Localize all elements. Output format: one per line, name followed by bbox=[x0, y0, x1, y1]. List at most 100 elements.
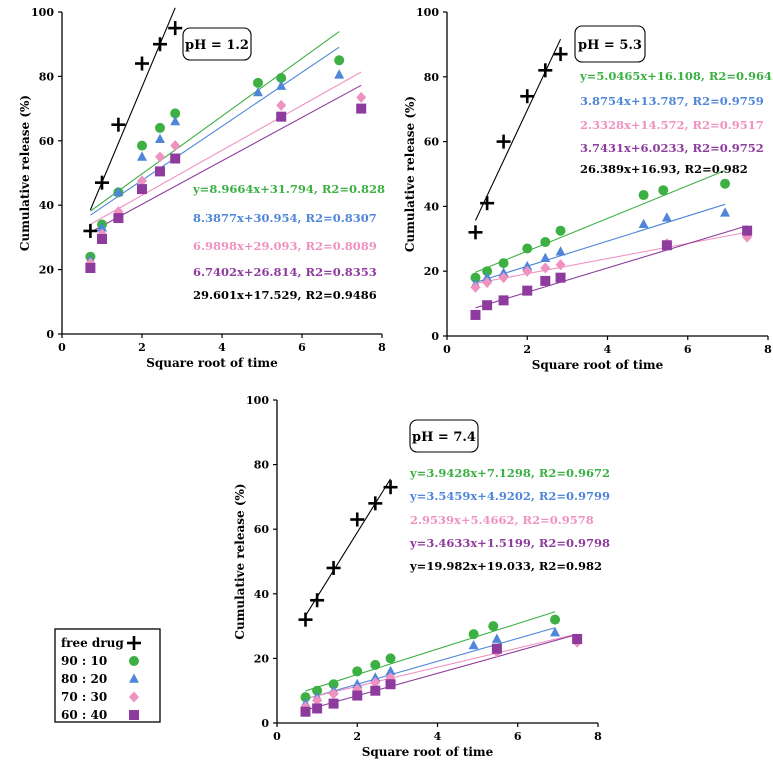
data-point bbox=[470, 309, 481, 320]
data-point bbox=[253, 87, 263, 97]
regression-equation-r70_30: 2.3328x+14.572, R2=0.9517 bbox=[580, 118, 764, 132]
fit-line-r90_10 bbox=[305, 611, 556, 692]
data-point bbox=[498, 272, 509, 284]
series-r70_30 bbox=[470, 231, 753, 293]
data-point bbox=[113, 186, 124, 197]
y-tick-label: 20 bbox=[39, 264, 55, 277]
x-tick-label: 4 bbox=[218, 341, 226, 354]
x-axis-title: Square root of time bbox=[146, 356, 278, 370]
x-tick-label: 6 bbox=[684, 343, 692, 356]
y-tick-label: 20 bbox=[254, 652, 270, 665]
regression-equation-r80_20: y=3.5459x+4.9202, R2=0.9799 bbox=[409, 489, 610, 503]
series-r60_40 bbox=[300, 634, 583, 717]
x-tick-label: 2 bbox=[138, 341, 146, 354]
data-point bbox=[334, 69, 345, 79]
series-free_drug bbox=[298, 480, 398, 627]
fit-line-r80_20 bbox=[90, 46, 340, 216]
data-point bbox=[85, 262, 96, 273]
data-point bbox=[155, 166, 165, 177]
data-point bbox=[720, 178, 731, 189]
y-tick-label: 80 bbox=[424, 71, 440, 84]
fit-line-r90_10 bbox=[90, 31, 340, 212]
data-point bbox=[638, 218, 649, 229]
regression-equation-free_drug: 29.601x+17.529, R2=0.9486 bbox=[193, 288, 377, 302]
data-point bbox=[97, 222, 107, 232]
data-point bbox=[742, 225, 753, 236]
data-point bbox=[540, 262, 551, 274]
fit-line-r80_20 bbox=[305, 627, 556, 700]
x-tick-label: 6 bbox=[298, 341, 306, 354]
ph-box bbox=[574, 25, 646, 63]
x-tick-label: 4 bbox=[604, 343, 612, 356]
data-point bbox=[491, 643, 502, 654]
series-free_drug bbox=[83, 21, 183, 238]
data-point bbox=[468, 225, 483, 240]
y-tick-label: 20 bbox=[424, 265, 440, 278]
fit-line-r90_10 bbox=[475, 169, 726, 273]
data-point bbox=[491, 633, 502, 643]
legend-marker-r90_10 bbox=[129, 656, 139, 666]
chart-title: pH = 7.4 bbox=[412, 430, 476, 445]
legend-label-r80_20: 80 : 20 bbox=[61, 672, 107, 686]
x-axis-title: Square root of time bbox=[362, 745, 494, 759]
data-point bbox=[720, 207, 731, 217]
data-point bbox=[328, 679, 339, 690]
fit-line-r60_40 bbox=[90, 84, 362, 233]
data-point bbox=[520, 89, 535, 104]
chart-title: pH = 5.3 bbox=[578, 38, 642, 53]
data-point bbox=[155, 133, 165, 143]
data-point bbox=[137, 184, 147, 195]
data-point bbox=[155, 151, 165, 163]
data-point bbox=[383, 480, 398, 495]
series-r90_10 bbox=[85, 55, 345, 262]
x-tick-label: 6 bbox=[514, 730, 522, 743]
chart-title: pH = 1.2 bbox=[185, 38, 249, 53]
ph-label-box: pH = 7.4 bbox=[409, 419, 479, 453]
data-point bbox=[385, 653, 396, 664]
y-tick-label: 60 bbox=[254, 523, 270, 536]
regression-equation-free_drug: y=19.982x+19.033, R2=0.982 bbox=[409, 559, 602, 573]
data-point bbox=[352, 678, 363, 689]
data-point bbox=[482, 266, 493, 277]
data-point bbox=[540, 275, 551, 286]
data-point bbox=[522, 243, 533, 254]
data-point bbox=[482, 277, 493, 289]
data-point bbox=[170, 153, 181, 164]
data-point bbox=[352, 666, 363, 677]
data-point bbox=[385, 679, 396, 690]
x-tick-label: 8 bbox=[764, 343, 772, 356]
data-point bbox=[468, 629, 479, 640]
x-tick-label: 2 bbox=[353, 730, 361, 743]
regression-equation-r60_40: 3.7431x+6.0233, R2=0.9752 bbox=[580, 141, 764, 155]
data-point bbox=[168, 21, 183, 36]
data-point bbox=[312, 694, 323, 706]
regression-equation-free_drug: 26.389x+16.93, R2=0.982 bbox=[580, 162, 748, 176]
data-point bbox=[498, 258, 509, 269]
data-point bbox=[555, 272, 566, 283]
regression-equation-r70_30: 6.9898x+29.093, R2=0.8089 bbox=[193, 239, 377, 253]
data-point bbox=[522, 265, 533, 277]
series-r60_40 bbox=[85, 103, 367, 273]
x-tick-label: 0 bbox=[58, 341, 66, 354]
series-r80_20 bbox=[470, 207, 731, 288]
data-point bbox=[276, 111, 287, 122]
data-point bbox=[498, 295, 509, 306]
data-point bbox=[328, 688, 339, 700]
series-r60_40 bbox=[470, 225, 753, 320]
data-point bbox=[83, 223, 98, 238]
data-point bbox=[356, 91, 367, 103]
y-tick-label: 100 bbox=[246, 394, 269, 407]
y-tick-label: 40 bbox=[424, 200, 440, 213]
data-point bbox=[170, 115, 181, 126]
legend-marker-r80_20 bbox=[129, 673, 139, 683]
y-tick-label: 100 bbox=[31, 6, 54, 19]
series-free_drug bbox=[468, 47, 568, 240]
y-tick-label: 60 bbox=[424, 136, 440, 149]
fit-line-free_drug bbox=[474, 38, 562, 221]
data-point bbox=[638, 190, 649, 201]
data-point bbox=[170, 108, 181, 119]
regression-equation-r80_20: 3.8754x+13.787, R2=0.9759 bbox=[580, 94, 764, 108]
legend-label-r90_10: 90 : 10 bbox=[61, 654, 107, 668]
y-axis-title: Cumulative release (%) bbox=[18, 95, 32, 251]
